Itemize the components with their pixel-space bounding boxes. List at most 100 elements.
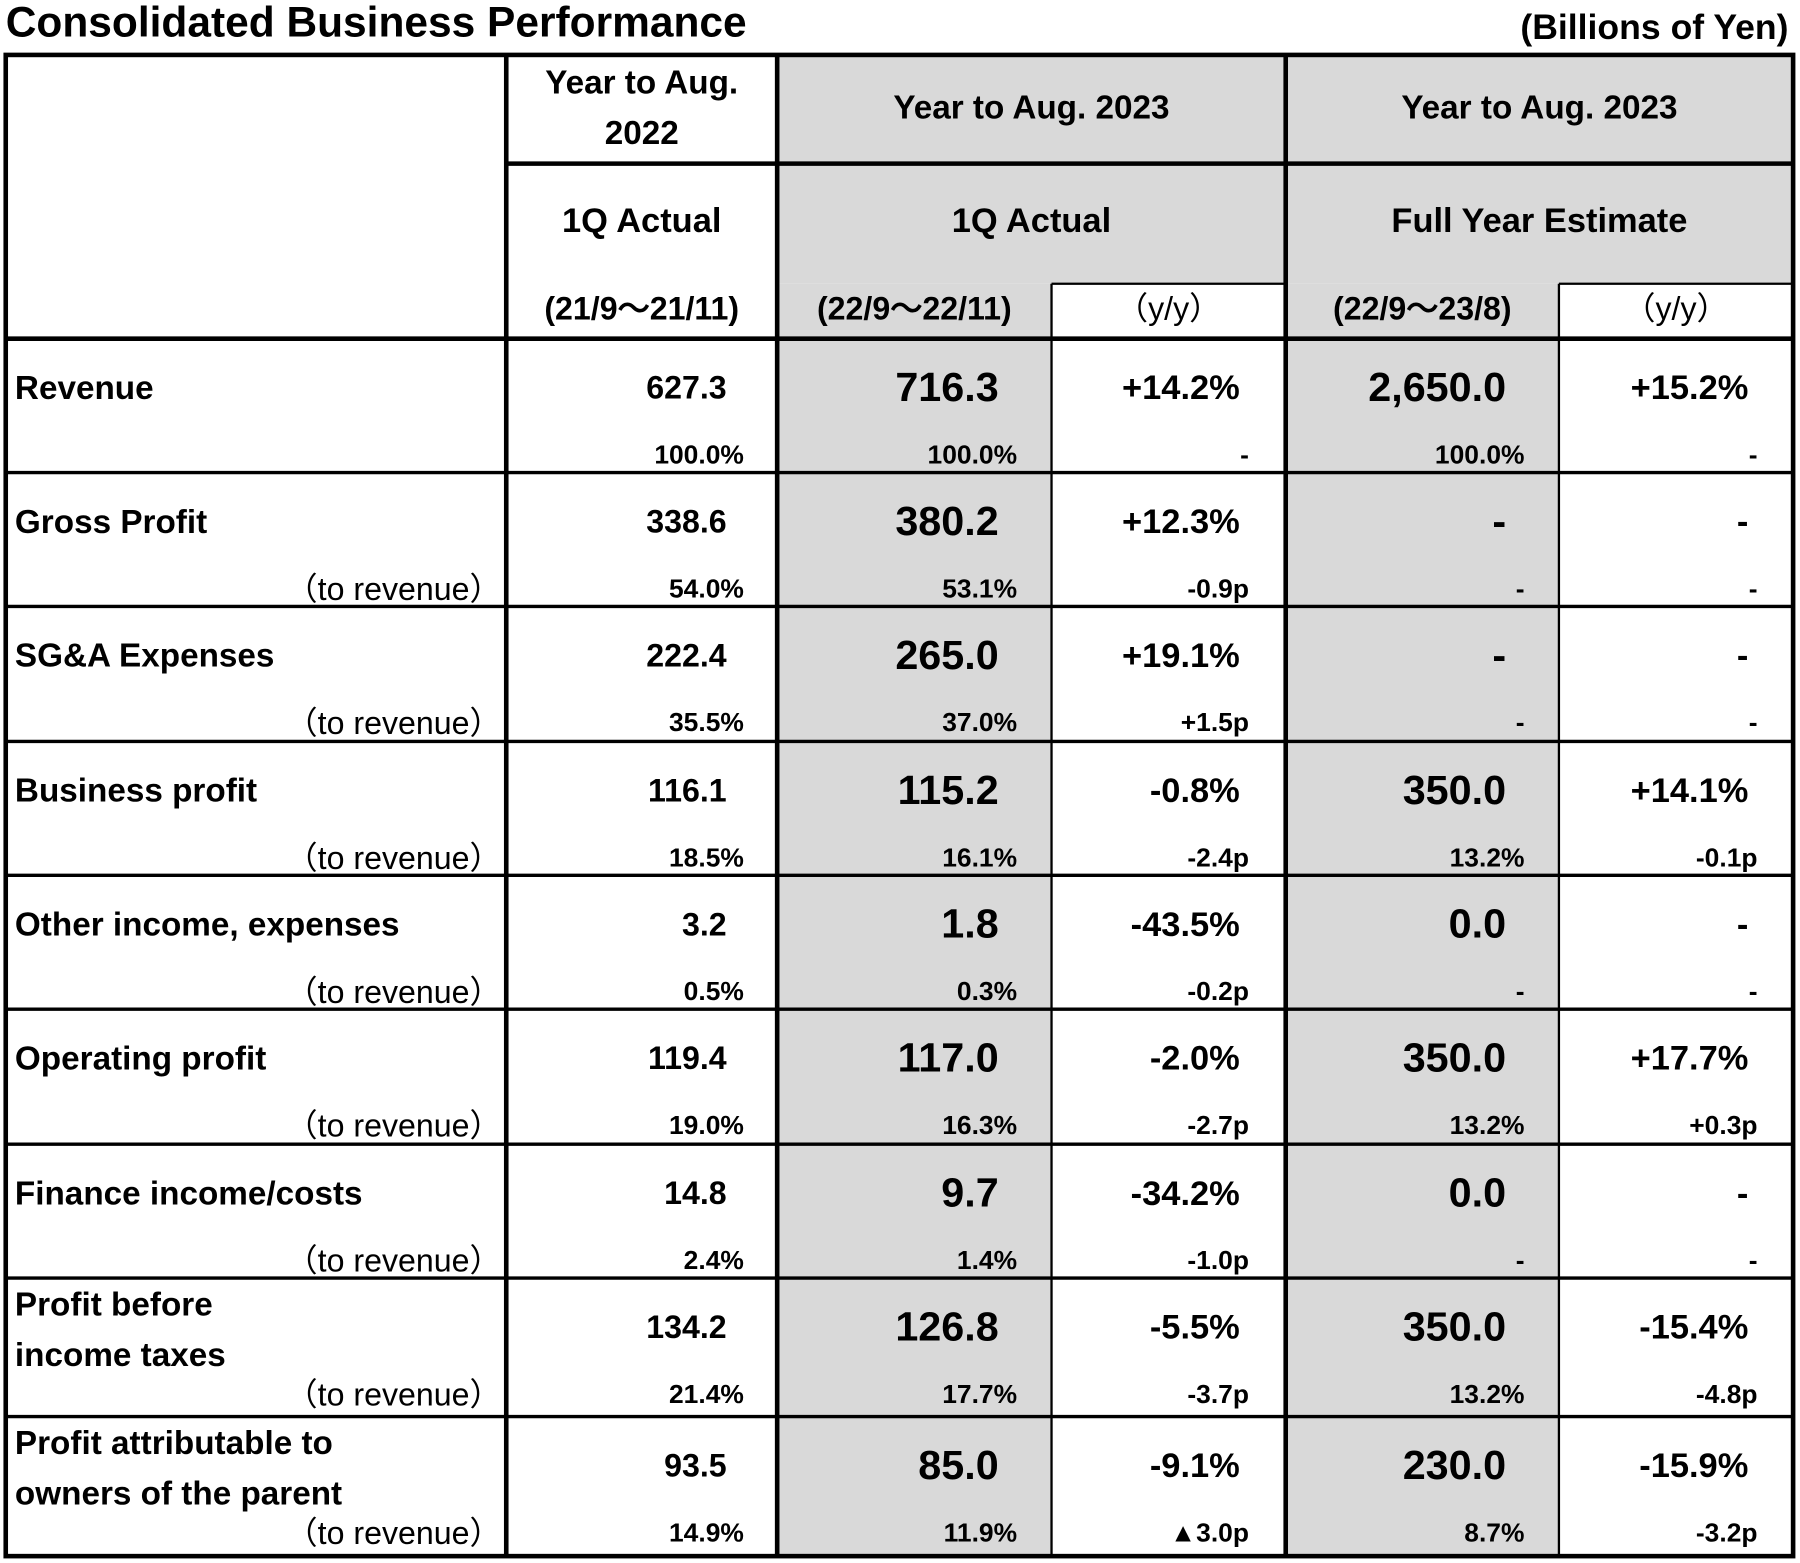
cell-ratio: - [1516, 1245, 1525, 1275]
cell-value: 134.2 [646, 1309, 726, 1345]
cell-value: 115.2 [898, 767, 999, 813]
cell-ratio: 37.0% [942, 707, 1017, 737]
row-label: Revenue [15, 370, 154, 407]
cell-value: - [1737, 637, 1748, 675]
row-sublabel: （to revenue） [286, 840, 502, 876]
cell-value: 93.5 [664, 1448, 727, 1484]
column-fill [777, 283, 1052, 1557]
cell-ratio: 100.0% [1435, 440, 1525, 470]
cell-value: - [1492, 498, 1506, 544]
row-sublabel: （to revenue） [286, 705, 502, 741]
row-label: income taxes [15, 1337, 226, 1374]
column-year: Year to Aug. 2023 [893, 90, 1169, 127]
title: Consolidated Business Performance [6, 0, 747, 45]
row-label: Operating profit [15, 1041, 266, 1078]
cell-ratio: - [1749, 573, 1758, 603]
cell-ratio: -3.2p [1696, 1517, 1758, 1547]
cell-value: 14.8 [664, 1175, 727, 1211]
row-label: owners of the parent [15, 1475, 342, 1512]
cell-ratio: -2.7p [1187, 1110, 1249, 1140]
cell-ratio: 100.0% [654, 440, 744, 470]
cell-value: 119.4 [648, 1040, 727, 1076]
cell-ratio: -0.2p [1187, 976, 1249, 1006]
cell-value: - [1737, 503, 1748, 541]
cell-value: -0.8% [1150, 772, 1240, 810]
cell-ratio: - [1516, 707, 1525, 737]
column-period: (21/9～21/11) [544, 291, 739, 327]
cell-ratio: 35.5% [669, 707, 744, 737]
column-period: （y/y） [1116, 291, 1221, 327]
cell-ratio: - [1240, 440, 1249, 470]
cell-ratio: - [1749, 976, 1758, 1006]
cell-ratio: +1.5p [1181, 707, 1249, 737]
cell-ratio: - [1749, 440, 1758, 470]
cell-value: +12.3% [1122, 503, 1240, 541]
cell-value: -43.5% [1131, 906, 1240, 944]
cell-value: 338.6 [646, 504, 726, 540]
cell-value: 126.8 [895, 1304, 998, 1350]
cell-value: 0.0 [1449, 901, 1506, 947]
cell-value: 116.1 [648, 772, 727, 808]
column-period: (22/9～22/11) [817, 291, 1012, 327]
cell-value: - [1737, 1175, 1748, 1213]
cell-value: 627.3 [646, 370, 726, 406]
column-kind: Full Year Estimate [1391, 202, 1687, 240]
cell-ratio: -3.7p [1187, 1379, 1249, 1409]
cell-ratio: +0.3p [1689, 1110, 1757, 1140]
cell-ratio: 2.4% [684, 1245, 744, 1275]
column-fill [1285, 283, 1559, 1557]
cell-ratio: 19.0% [669, 1110, 744, 1140]
column-period: (22/9～23/8) [1333, 291, 1512, 327]
cell-ratio: - [1749, 707, 1758, 737]
column-year: Year to Aug. [545, 64, 738, 101]
cell-value: +15.2% [1631, 369, 1749, 407]
cell-value: +17.7% [1631, 1040, 1749, 1078]
cell-ratio: 54.0% [669, 573, 744, 603]
cell-ratio: ▲3.0p [1170, 1517, 1249, 1547]
cell-value: 265.0 [895, 632, 998, 678]
cell-ratio: 13.2% [1450, 842, 1525, 872]
cell-value: +14.2% [1122, 369, 1240, 407]
cell-ratio: -4.8p [1696, 1379, 1758, 1409]
cell-value: 2,650.0 [1368, 364, 1506, 410]
cell-value: - [1737, 906, 1748, 944]
cell-value: 3.2 [682, 906, 727, 942]
column-kind: 1Q Actual [562, 202, 721, 240]
cell-value: - [1492, 632, 1506, 678]
cell-ratio: -0.1p [1696, 842, 1758, 872]
cell-ratio: 14.9% [669, 1517, 744, 1547]
table-border [3, 52, 1796, 1559]
cell-value: 222.4 [646, 637, 727, 673]
cell-ratio: 21.4% [669, 1379, 744, 1409]
cell-ratio: 18.5% [669, 842, 744, 872]
cell-value: -15.9% [1639, 1447, 1748, 1485]
cell-ratio: -2.4p [1187, 842, 1249, 872]
column-kind: 1Q Actual [952, 202, 1111, 240]
row-sublabel: （to revenue） [286, 1108, 502, 1144]
row-sublabel: （to revenue） [286, 1243, 502, 1279]
cell-value: 117.0 [898, 1035, 999, 1081]
cell-ratio: -0.9p [1187, 573, 1249, 603]
row-label: Business profit [15, 773, 257, 810]
cell-value: -15.4% [1639, 1309, 1748, 1347]
cell-value: -9.1% [1150, 1447, 1240, 1485]
row-sublabel: （to revenue） [286, 1377, 502, 1413]
cell-ratio: 8.7% [1464, 1517, 1524, 1547]
row-label: Profit attributable to [15, 1425, 333, 1462]
cell-ratio: 16.3% [942, 1110, 1017, 1140]
row-sublabel: （to revenue） [286, 1515, 502, 1551]
row-label: Gross Profit [15, 504, 207, 541]
row-label: Finance income/costs [15, 1176, 363, 1213]
cell-value: 0.0 [1449, 1170, 1506, 1216]
cell-value: 85.0 [918, 1442, 998, 1488]
cell-ratio: -1.0p [1187, 1245, 1249, 1275]
cell-value: -5.5% [1150, 1309, 1240, 1347]
cell-ratio: 17.7% [942, 1379, 1017, 1409]
cell-ratio: 1.4% [957, 1245, 1017, 1275]
row-sublabel: （to revenue） [286, 571, 502, 607]
cell-value: 716.3 [895, 364, 998, 410]
cell-ratio: 13.2% [1450, 1379, 1525, 1409]
unit: (Billions of Yen) [1520, 7, 1788, 47]
